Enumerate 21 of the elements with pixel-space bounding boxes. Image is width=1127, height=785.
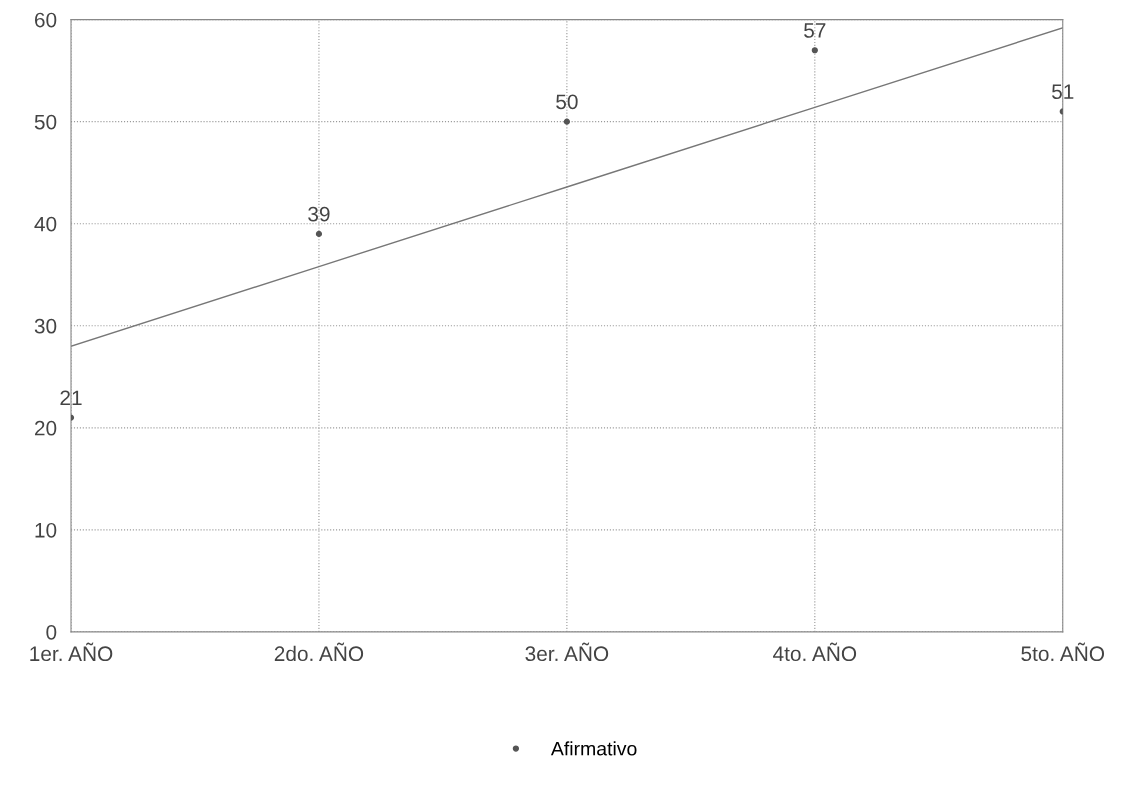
- legend-label: Afirmativo: [550, 741, 637, 756]
- y-tick-label: 50: [34, 114, 57, 130]
- point: [315, 230, 323, 238]
- point: [811, 47, 818, 54]
- data-label: 50: [556, 94, 578, 110]
- x-tick-label: 2do. AÑO: [274, 642, 364, 662]
- y-tick-label: 10: [35, 522, 57, 538]
- x-tick-label: 4to. AÑO: [773, 642, 857, 662]
- y-tick-label: 0: [46, 624, 57, 640]
- data-label: 51: [1052, 84, 1074, 100]
- x-tick-label: 5to. AÑO: [1021, 642, 1105, 662]
- y-tick-label: 40: [34, 216, 57, 232]
- x-tick-label: 1er. AÑO: [30, 642, 113, 662]
- data-label: 21: [60, 390, 82, 405]
- data-label: 57: [804, 23, 826, 38]
- y-tick-label: 60: [35, 12, 57, 28]
- y-tick-label: 20: [34, 420, 57, 436]
- x-tick-label: 3er. AÑO: [525, 642, 609, 662]
- point: [563, 118, 570, 125]
- data-label: 39: [308, 206, 330, 222]
- y-tick-label: 30: [34, 318, 57, 334]
